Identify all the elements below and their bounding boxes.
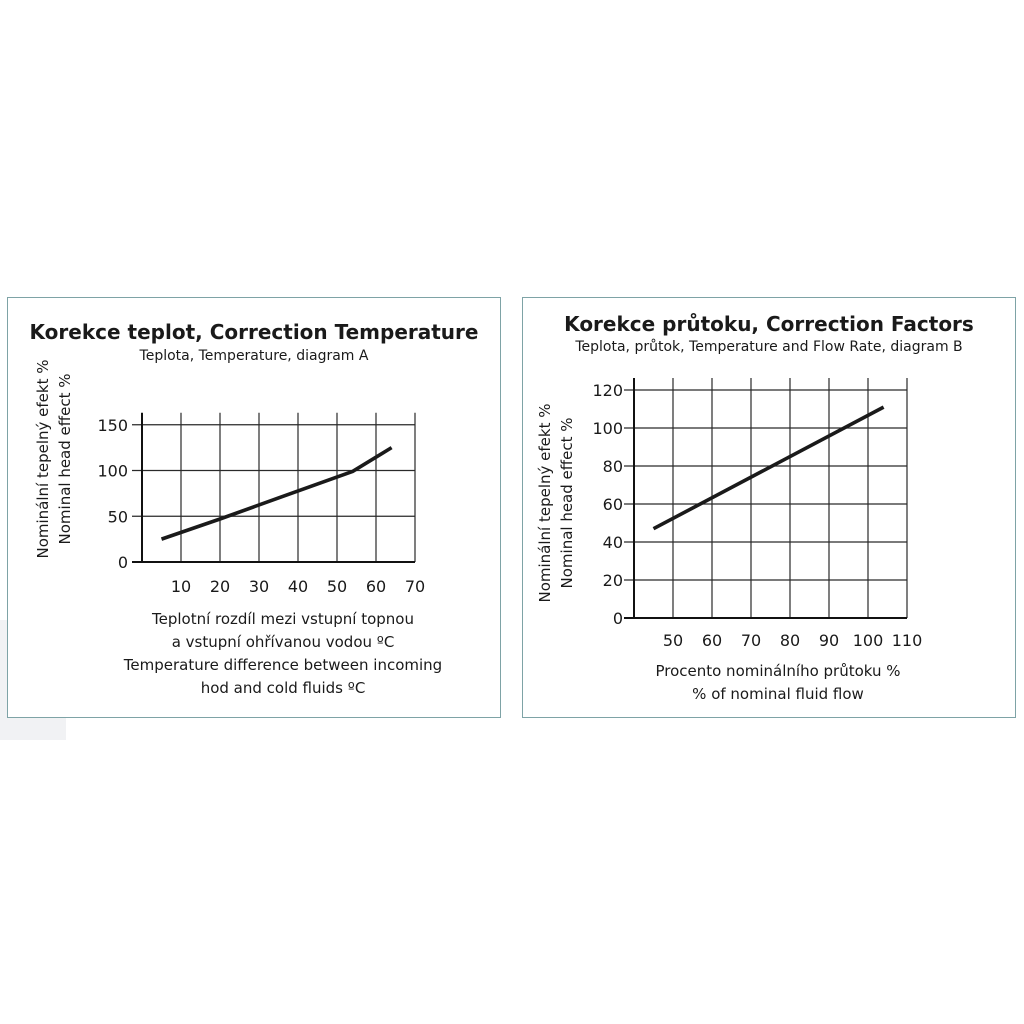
x-axis-label-line: a vstupní ohřívanou vodou ºC xyxy=(171,633,395,651)
y-tick-label: 50 xyxy=(108,507,128,526)
x-axis-label-line: Teplotní rozdíl mezi vstupní topnou xyxy=(151,610,414,628)
y-axis-label-line: Nominální tepelný efekt % xyxy=(536,404,554,603)
chart-title: Korekce průtoku, Correction Factors xyxy=(564,312,974,336)
y-tick-label: 80 xyxy=(603,457,623,476)
x-tick-label: 60 xyxy=(702,631,722,650)
x-tick-label: 30 xyxy=(249,577,269,596)
x-tick-label: 20 xyxy=(210,577,230,596)
series-line xyxy=(652,405,885,531)
y-tick-label: 0 xyxy=(118,553,128,572)
x-axis-label-line: Procento nominálního průtoku % xyxy=(655,662,901,680)
x-tick-label: 70 xyxy=(405,577,425,596)
y-tick-label: 0 xyxy=(613,609,623,628)
chart-a-svg: 10 20 30 40 50 60 70 0 50 100 150 Nominální tepeln… xyxy=(34,360,425,597)
x-axis-caption: Teplotní rozdíl mezi vstupní topnou a vs… xyxy=(63,608,503,700)
y-tick-label: 100 xyxy=(97,462,128,481)
y-tick-label: 150 xyxy=(97,416,128,435)
chart-b-svg: 50 60 70 80 90 100 110 0 20 40 60 80 100 120 Nomináln… xyxy=(536,378,923,650)
x-tick-label: 50 xyxy=(327,577,347,596)
y-axis-label-line: Nominální tepelný efekt % xyxy=(34,360,52,559)
y-tick-label: 40 xyxy=(603,533,623,552)
x-tick-label: 80 xyxy=(780,631,800,650)
y-tick-label: 60 xyxy=(603,495,623,514)
x-axis-label-line: hod and cold fluids ºC xyxy=(200,679,366,697)
y-axis-label-line: Nominal head effect % xyxy=(558,418,576,589)
y-tick-label: 120 xyxy=(592,381,623,400)
y-tick-label: 20 xyxy=(603,571,623,590)
x-tick-label: 110 xyxy=(892,631,923,650)
x-axis-label-line: % of nominal fluid flow xyxy=(692,685,864,703)
chart-panel-b: Korekce průtoku, Correction Factors Tepl… xyxy=(522,297,1016,718)
chart-subtitle: Teplota, průtok, Temperature and Flow Ra… xyxy=(575,339,963,355)
chart-title: Korekce teplot, Correction Temperature xyxy=(29,320,479,344)
x-axis-label-line: Temperature difference between incoming xyxy=(123,656,443,674)
chart-subtitle: Teplota, Temperature, diagram A xyxy=(139,348,369,364)
x-tick-label: 60 xyxy=(366,577,386,596)
x-tick-label: 40 xyxy=(288,577,308,596)
y-axis-label-line: Nominal head effect % xyxy=(56,374,74,545)
y-tick-label: 100 xyxy=(592,419,623,438)
series-line xyxy=(160,446,393,541)
x-tick-label: 70 xyxy=(741,631,761,650)
x-tick-label: 100 xyxy=(853,631,884,650)
chart-panel-a: Korekce teplot, Correction Temperature T… xyxy=(7,297,501,718)
x-tick-label: 10 xyxy=(171,577,191,596)
x-tick-label: 50 xyxy=(663,631,683,650)
x-tick-label: 90 xyxy=(819,631,839,650)
x-axis-caption: Procento nominálního průtoku % % of nomi… xyxy=(583,660,973,706)
